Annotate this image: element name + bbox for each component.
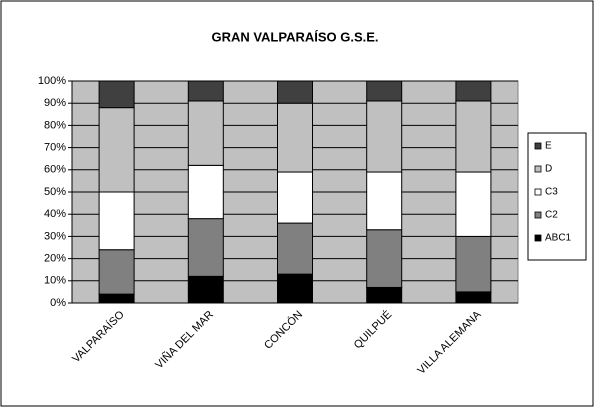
bar-segment	[455, 80, 492, 102]
y-tick-label: 70%	[44, 142, 66, 154]
bar-segment	[455, 100, 492, 173]
bar-segment	[277, 80, 313, 104]
bar-segment	[187, 275, 224, 304]
legend-label: E	[545, 141, 552, 152]
y-tick-label: 30%	[44, 230, 66, 242]
bar-segment	[366, 80, 403, 102]
y-tick-label: 60%	[44, 164, 66, 176]
y-tick-label: 10%	[44, 275, 66, 287]
y-tick-label: 20%	[44, 253, 66, 265]
y-tick-label: 100%	[38, 75, 66, 87]
bar-segment	[277, 102, 313, 173]
bar-segment	[277, 222, 313, 275]
y-tick-label: 40%	[44, 208, 66, 220]
legend-label: ABC1	[545, 233, 572, 244]
bar-segment	[98, 107, 135, 193]
legend-label: C3	[545, 187, 558, 198]
bar-segment	[455, 171, 492, 237]
y-tick-label: 90%	[44, 97, 66, 109]
bar-segment	[98, 80, 135, 109]
y-tick-label: 50%	[44, 186, 66, 198]
bar-segment	[455, 291, 492, 304]
bar-segment	[277, 171, 313, 224]
y-tick-label: 80%	[44, 119, 66, 131]
legend-swatch	[534, 142, 542, 150]
legend-swatch	[534, 188, 542, 196]
bar-segment	[366, 100, 403, 173]
chart-title: GRAN VALPARAÍSO G.S.E.	[211, 29, 378, 44]
legend-label: D	[545, 164, 552, 175]
legend-swatch	[534, 211, 542, 219]
bar-segment	[455, 235, 492, 293]
bar-segment	[187, 80, 224, 102]
bar-segment	[366, 229, 403, 288]
y-tick-label: 0%	[50, 297, 66, 309]
bar-segment	[98, 191, 135, 251]
legend-swatch	[534, 234, 542, 242]
bar-segment	[98, 249, 135, 295]
legend-label: C2	[545, 210, 558, 221]
bar-segment	[98, 293, 135, 304]
bar-segment	[187, 218, 224, 277]
bar-segment	[366, 171, 403, 231]
bar-segment	[366, 286, 403, 304]
bar-segment	[277, 273, 313, 304]
legend-swatch	[534, 165, 542, 173]
bar-segment	[187, 164, 224, 220]
bar-segment	[187, 100, 224, 166]
